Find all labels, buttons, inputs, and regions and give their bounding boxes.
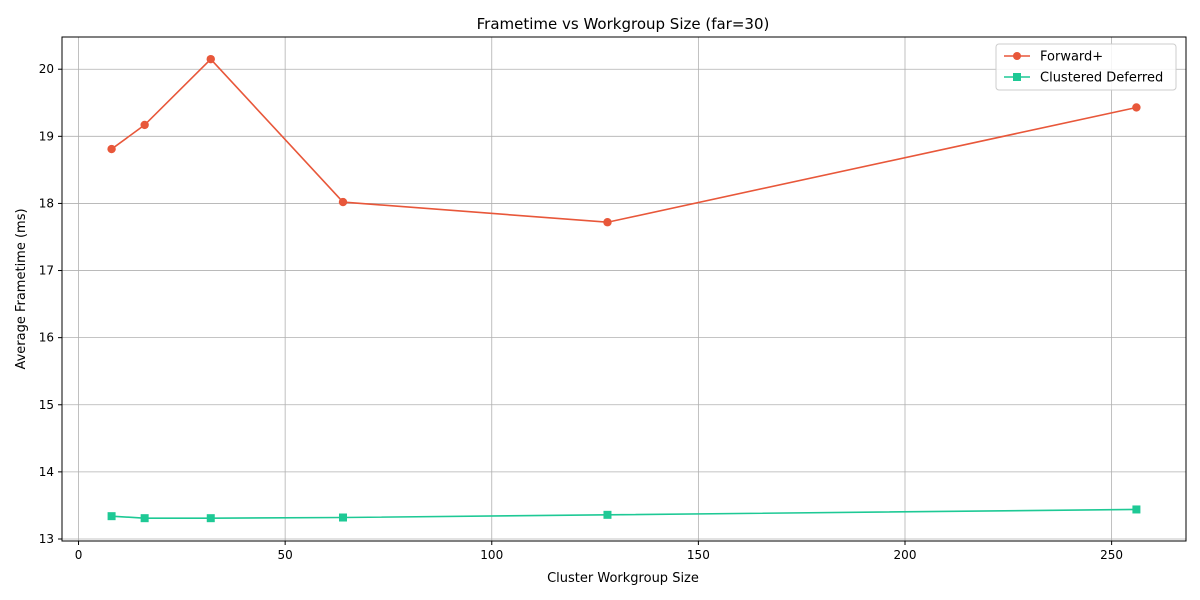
data-point-forward	[1132, 103, 1141, 112]
legend: Forward+ Clustered Deferred	[995, 43, 1177, 91]
x-tick-label: 250	[1100, 548, 1123, 562]
y-tick-label: 19	[39, 129, 54, 143]
x-tick-label: 50	[278, 548, 293, 562]
y-ticks: 13 14 15 16 17 18 19 20	[39, 62, 62, 546]
data-point-clustered-deferred	[107, 512, 116, 521]
x-tick-label: 200	[894, 548, 917, 562]
data-point-clustered-deferred	[603, 510, 612, 519]
legend-label-clustered-deferred: Clustered Deferred	[1040, 71, 1163, 86]
y-tick-label: 18	[39, 196, 54, 210]
y-tick-label: 14	[39, 465, 54, 479]
x-tick-label: 100	[480, 548, 503, 562]
chart-title: Frametime vs Workgroup Size (far=30)	[477, 15, 770, 33]
y-axis-label: Average Frametime (ms)	[14, 208, 29, 369]
y-tick-label: 20	[39, 62, 54, 76]
legend-marker-clustered-deferred	[1013, 73, 1021, 81]
data-point-clustered-deferred	[339, 513, 347, 522]
data-point-forward	[107, 144, 116, 154]
series-line-clustered-deferred	[111, 508, 1137, 519]
data-point-clustered-deferred	[140, 514, 149, 523]
grid-layer	[62, 37, 1186, 541]
legend-box	[995, 43, 1177, 91]
x-axis-label: Cluster Workgroup Size	[547, 571, 699, 586]
data-point-clustered-deferred	[206, 514, 215, 523]
series-line-forward	[111, 57, 1137, 224]
y-tick-label: 15	[39, 398, 54, 412]
legend-label-forward-plus: Forward+	[1040, 50, 1103, 65]
y-tick-label: 13	[39, 532, 54, 546]
series-layer	[107, 54, 1141, 523]
x-tick-label: 0	[75, 548, 83, 562]
plot-frame	[61, 36, 1187, 542]
data-point-clustered-deferred	[1132, 505, 1141, 514]
x-ticks: 0 50 100 150 200 250	[75, 541, 1123, 562]
data-point-forward	[603, 218, 612, 227]
x-tick-label: 150	[687, 548, 710, 562]
data-point-forward	[338, 197, 348, 207]
data-point-forward	[140, 120, 149, 130]
y-tick-label: 16	[39, 331, 54, 345]
data-point-forward	[206, 54, 215, 64]
legend-marker-forward-plus	[1013, 52, 1021, 60]
y-tick-label: 17	[39, 264, 54, 278]
